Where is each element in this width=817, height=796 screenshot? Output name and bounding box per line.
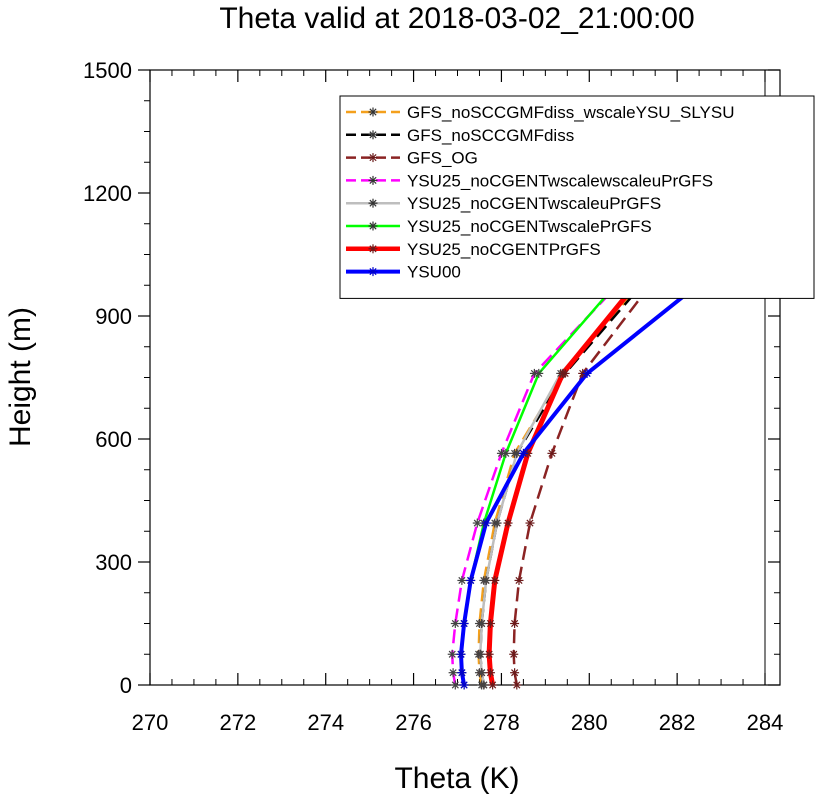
series-marker-8 [583, 369, 591, 377]
series-marker-8 [460, 681, 468, 689]
legend-marker [369, 199, 377, 207]
series-marker-6 [535, 369, 543, 377]
legend-label: GFS_noSCCGMFdiss_wscaleYSU_SLYSU [407, 103, 735, 122]
series-marker-3 [511, 669, 519, 677]
y-tick-label: 300 [95, 550, 132, 575]
legend-marker [369, 108, 377, 116]
series-marker-6 [502, 449, 510, 457]
series-marker-5 [482, 576, 490, 585]
legend-label: YSU00 [407, 263, 461, 282]
series-marker-7 [486, 669, 495, 677]
series-marker-5 [513, 449, 521, 457]
series-marker-3 [513, 681, 521, 689]
series-marker-7 [504, 519, 512, 527]
legend-label: YSU25_noCGENTwscalewscaleuPrGFS [407, 171, 713, 190]
y-tick-label: 900 [95, 304, 132, 329]
series-marker-4 [448, 650, 456, 658]
series-marker-8 [482, 519, 490, 527]
series-marker-3 [548, 449, 556, 457]
series-marker-5 [478, 669, 486, 677]
x-tick-label: 276 [395, 710, 432, 735]
series-marker-8 [519, 449, 527, 457]
series-marker-8 [457, 650, 465, 658]
series-marker-3 [510, 650, 518, 658]
series-marker-3 [526, 519, 534, 527]
legend-marker [369, 131, 377, 139]
x-tick-label: 282 [659, 710, 696, 735]
legend-label: YSU25_noCGENTPrGFS [407, 240, 601, 259]
series-lines [447, 188, 772, 690]
y-tick-label: 1500 [83, 58, 132, 83]
series-marker-8 [467, 576, 475, 585]
legend-label: GFS_OG [407, 149, 478, 168]
legend-label: YSU25_noCGENTwscaleuPrGFS [407, 194, 661, 213]
y-axis-label: Height (m) [4, 307, 37, 447]
x-tick-label: 284 [747, 710, 784, 735]
series-marker-4 [451, 681, 459, 689]
series-line-8 [459, 191, 767, 686]
series-marker-7 [559, 369, 567, 377]
series-marker-7 [485, 650, 493, 658]
series-marker-7 [491, 576, 499, 585]
legend-marker [369, 222, 377, 230]
legend: GFS_noSCCGMFdiss_wscaleYSU_SLYSU GFS_noSC… [339, 95, 815, 299]
series-marker-4 [451, 619, 459, 628]
series-line-3 [512, 192, 764, 686]
x-tick-label: 274 [307, 710, 344, 735]
x-tick-label: 278 [483, 710, 520, 735]
legend-marker [369, 268, 377, 276]
series-marker-5 [476, 650, 484, 658]
legend-label: GFS_noSCCGMFdiss [407, 126, 574, 145]
series-marker-5 [480, 681, 488, 689]
legend-marker [369, 154, 377, 162]
series-line-7 [486, 190, 763, 686]
x-tick-label: 270 [132, 710, 169, 735]
series-marker-8 [460, 619, 468, 628]
legend-marker [369, 176, 377, 184]
x-axis-label: Theta (K) [394, 762, 519, 795]
series-marker-7 [489, 681, 497, 689]
series-marker-5 [478, 619, 486, 628]
x-tick-label: 272 [219, 710, 256, 735]
series-marker-7 [486, 619, 495, 628]
legend-box [339, 95, 815, 299]
legend-marker [369, 245, 377, 253]
series-marker-4 [473, 519, 481, 527]
series-marker-5 [493, 519, 501, 527]
series-marker-4 [458, 576, 466, 585]
legend-label: YSU25_noCGENTwscalePrGFS [407, 217, 652, 236]
series-marker-3 [511, 619, 519, 628]
series-marker-4 [449, 669, 457, 677]
y-tick-label: 1200 [83, 181, 132, 206]
y-tick-label: 600 [95, 427, 132, 452]
x-tick-label: 280 [571, 710, 608, 735]
y-tick-label: 0 [120, 673, 132, 698]
chart-title: Theta valid at 2018-03-02_21:00:00 [219, 2, 694, 35]
series-marker-3 [515, 576, 523, 585]
series-marker-8 [458, 669, 466, 677]
